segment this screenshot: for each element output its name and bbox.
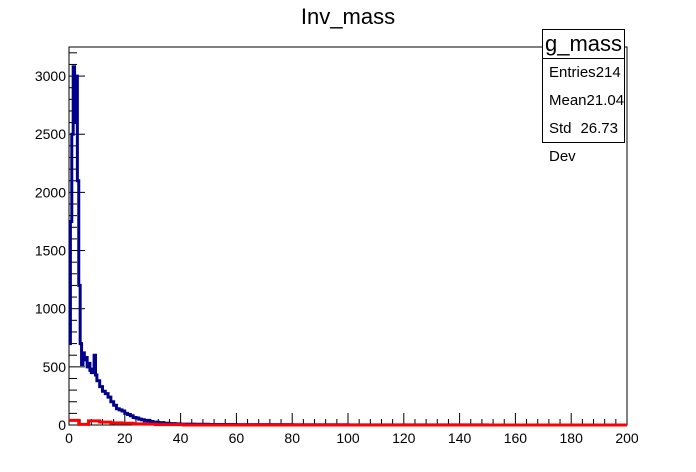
stats-value: 26.73 bbox=[580, 120, 618, 137]
y-tick-label: 2500 bbox=[35, 126, 66, 142]
stats-row-stddev: Std Dev 26.73 bbox=[543, 115, 624, 165]
x-tick-label: 160 bbox=[504, 430, 528, 446]
y-tick-label: 0 bbox=[58, 417, 66, 433]
x-tick-label: 0 bbox=[65, 430, 73, 446]
chart-title: Inv_mass bbox=[301, 4, 395, 29]
stats-label: Mean bbox=[549, 92, 587, 109]
y-tick-label: 3000 bbox=[35, 68, 66, 84]
series-line-2 bbox=[69, 418, 627, 427]
stats-row-entries: Entries 214 bbox=[543, 59, 624, 87]
x-tick-label: 40 bbox=[173, 430, 189, 446]
y-tick-label: 1500 bbox=[35, 243, 66, 259]
stats-label: Std Dev bbox=[549, 120, 576, 165]
stats-title: g_mass bbox=[543, 30, 624, 59]
x-tick-label: 180 bbox=[560, 430, 584, 446]
x-tick-label: 120 bbox=[392, 430, 416, 446]
x-tick-label: 140 bbox=[448, 430, 472, 446]
stats-value: 21.04 bbox=[586, 92, 625, 109]
stats-label: Entries bbox=[549, 64, 596, 81]
x-tick-label: 100 bbox=[336, 430, 360, 446]
stats-row-mean: Mean 21.04 bbox=[543, 87, 624, 115]
x-tick-label: 200 bbox=[615, 430, 639, 446]
y-tick-label: 500 bbox=[43, 359, 67, 375]
x-tick-label: 60 bbox=[229, 430, 245, 446]
stats-value: 214 bbox=[595, 64, 621, 81]
x-tick-label: 80 bbox=[284, 430, 300, 446]
stats-box: g_mass Entries 214 Mean 21.04 Std Dev 26… bbox=[542, 29, 625, 165]
x-tick-label: 20 bbox=[117, 430, 133, 446]
y-tick-label: 2000 bbox=[35, 184, 66, 200]
y-tick-label: 1000 bbox=[35, 301, 66, 317]
